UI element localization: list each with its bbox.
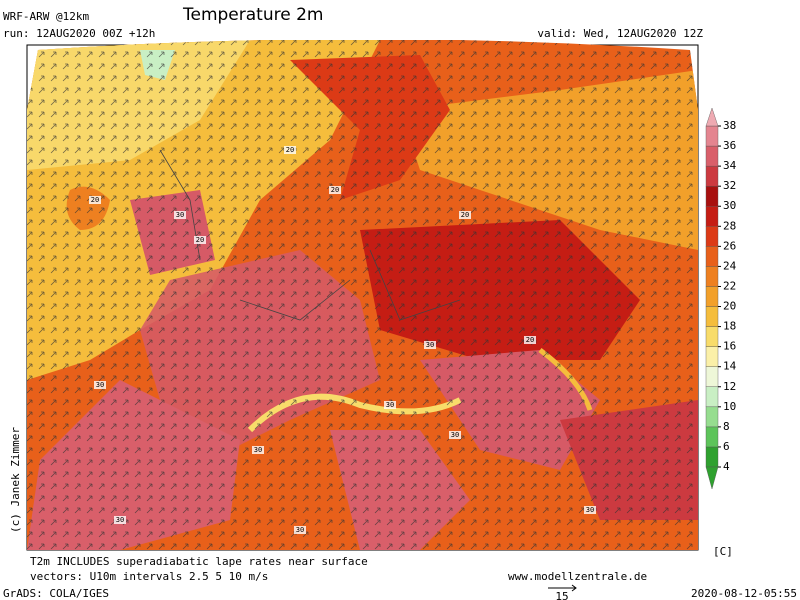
- contour-label-bg: [194, 236, 206, 244]
- colorbar-label: 12: [723, 380, 736, 393]
- colorbar-label: 36: [723, 139, 736, 152]
- contour-label: 30: [426, 341, 434, 349]
- contour-label: 30: [296, 526, 304, 534]
- contour-label: 30: [254, 446, 262, 454]
- contour-label-bg: [524, 336, 536, 344]
- colorbar-label: 34: [723, 159, 737, 172]
- site: www.modellzentrale.de: [508, 570, 647, 583]
- colorbar-segment: [705, 426, 719, 448]
- contour-label: 30: [451, 431, 459, 439]
- colorbar-label: 38: [723, 119, 736, 132]
- contour-label-bg: [94, 381, 106, 389]
- contour-label: 20: [196, 236, 204, 244]
- contour-label: 20: [91, 196, 99, 204]
- colorbar-segment: [705, 185, 719, 207]
- contour-label: 20: [331, 186, 339, 194]
- contour-label-bg: [384, 401, 396, 409]
- credit: (c) Janek Zimmer: [9, 427, 22, 533]
- colorbar-label: 32: [723, 179, 736, 192]
- contour-label-bg: [284, 146, 296, 154]
- contour-label-bg: [449, 431, 461, 439]
- colorbar-label: 28: [723, 219, 736, 232]
- colorbar-segment: [705, 306, 719, 327]
- contour-labels: 20 20 20 20 20 20 30 30 30 30 30 30 30 30 30: [89, 146, 596, 534]
- unit-label: [C]: [713, 545, 733, 558]
- contour-label-bg: [174, 211, 186, 219]
- colorbar-label: 8: [723, 420, 730, 433]
- contour-label: 20: [526, 336, 534, 344]
- colorbar-label: 30: [723, 199, 736, 212]
- colorbar-segment: [705, 165, 719, 187]
- colorbar-end: [705, 466, 719, 490]
- contour-label-bg: [252, 446, 264, 454]
- contour-label-bg: [114, 516, 126, 524]
- arrow-scale: 15: [555, 590, 568, 600]
- colorbar-label: 4: [723, 460, 730, 473]
- colorbar-segment: [705, 145, 719, 167]
- colorbar-label: 20: [723, 300, 736, 313]
- colorbar-segment: [705, 346, 719, 367]
- contour-label-bg: [294, 526, 306, 534]
- scale-arrow: [548, 584, 577, 592]
- contour-label: 20: [461, 211, 469, 219]
- note: T2m INCLUDES superadiabatic lape rates n…: [30, 555, 368, 568]
- contour-label: 30: [96, 381, 104, 389]
- map: [27, 40, 698, 550]
- contour-label-bg: [584, 506, 596, 514]
- colorbar-label: 6: [723, 440, 730, 453]
- colorbar-end: [705, 107, 719, 127]
- colorbar-label: 14: [723, 360, 737, 373]
- colorbar-segment: [705, 266, 719, 287]
- colorbar-segment: [705, 206, 719, 227]
- colorbar-segment: [705, 286, 719, 307]
- contour-label-bg: [89, 196, 101, 204]
- colorbar-segment: [705, 125, 719, 147]
- colorbar-segment: [705, 406, 719, 428]
- valid-label: valid: Wed, 12AUG2020 12Z: [537, 27, 703, 40]
- run-label: run: 12AUG2020 00Z +12h: [3, 27, 155, 40]
- colorbar-label: 22: [723, 279, 736, 292]
- colorbar-segment: [705, 226, 719, 247]
- contour-label: 30: [116, 516, 124, 524]
- colorbar-segment: [705, 446, 719, 468]
- contour-label: 30: [176, 211, 184, 219]
- colorbar: 4 6 8 10 12 14 16 18 20 22 24 26 28 30 32 34 36 38: [705, 107, 737, 490]
- colorbar-segment: [705, 366, 719, 387]
- colorbar-label: 10: [723, 400, 736, 413]
- vectors-note: vectors: U10m intervals 2.5 5 10 m/s: [30, 570, 268, 583]
- colorbar-segment: [705, 386, 719, 408]
- colorbar-segment: [705, 246, 719, 267]
- contour-label: 30: [386, 401, 394, 409]
- contour-label-bg: [459, 211, 471, 219]
- timestamp: 2020-08-12-05:55: [691, 587, 797, 600]
- contour-label-bg: [329, 186, 341, 194]
- contour-label-bg: [424, 341, 436, 349]
- colorbar-label: 16: [723, 340, 736, 353]
- contour-label: 20: [286, 146, 294, 154]
- colorbar-label: 26: [723, 239, 736, 252]
- grads-label: GrADS: COLA/IGES: [3, 587, 109, 600]
- colorbar-label: 18: [723, 320, 736, 333]
- model-label: WRF-ARW @12km: [3, 10, 89, 23]
- title: Temperature 2m: [182, 5, 323, 25]
- colorbar-segment: [705, 326, 719, 347]
- colorbar-label: 24: [723, 259, 737, 272]
- contour-label: 30: [586, 506, 594, 514]
